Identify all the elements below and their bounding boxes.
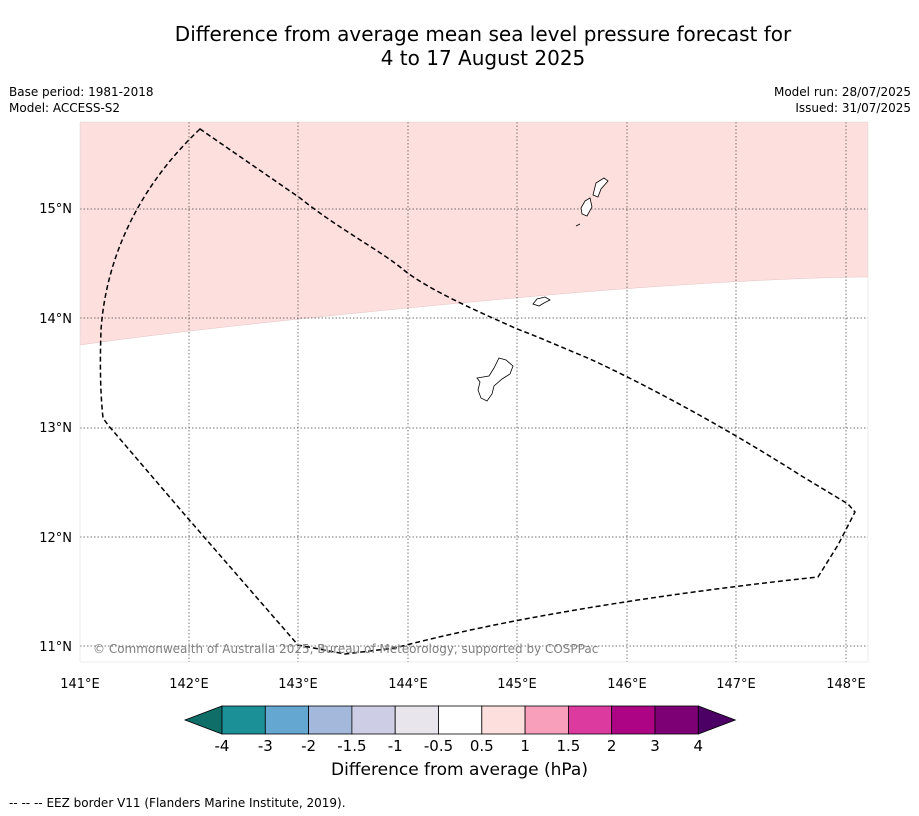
- lat-label-13: 13°N: [39, 421, 72, 436]
- eez-legend-text: EEZ border V11 (Flanders Marine Institut…: [46, 796, 346, 810]
- eez-legend: -- -- -- EEZ border V11 (Flanders Marine…: [9, 796, 346, 810]
- colorbar-box-10: [611, 705, 656, 735]
- lon-label-147: 147°E: [716, 677, 756, 692]
- meta-right: Model run: 28/07/2025 Issued: 31/07/2025: [774, 84, 911, 116]
- colorbar-tick-label: -1.5: [337, 737, 366, 755]
- islands: [476, 177, 609, 402]
- eez-legend-symbol: -- -- --: [9, 796, 43, 810]
- gridlines: [80, 122, 868, 662]
- colorbar-tick-label: -2: [301, 737, 316, 755]
- colorbar-label: Difference from average (hPa): [331, 760, 588, 780]
- map-title: Difference from average mean sea level p…: [0, 22, 919, 70]
- colorbar-box-7: [481, 705, 526, 735]
- lat-label-14: 14°N: [39, 312, 72, 327]
- map: © Commonwealth of Australia 2025, Bureau…: [39, 121, 869, 692]
- anomaly-region: [80, 122, 868, 346]
- colorbar: -4 -3 -2 -1.5 -1 -0.5 0.5 1 1.5 2 3 4: [183, 705, 737, 755]
- colorbar-box-8: [524, 705, 569, 735]
- colorbar-tick-label: 0.5: [470, 737, 494, 755]
- map-frame: [79, 121, 869, 663]
- lat-labels: 15°N 14°N 13°N 12°N 11°N: [39, 202, 72, 655]
- colorbar-tick-label: -4: [215, 737, 230, 755]
- map-title-line-2: 4 to 17 August 2025: [380, 46, 586, 70]
- colorbar-box-2: [264, 705, 309, 735]
- lon-label-148: 148°E: [826, 677, 866, 692]
- colorbar-tick-label: -0.5: [424, 737, 453, 755]
- colorbar-box-6: [438, 705, 483, 735]
- copyright-text: © Commonwealth of Australia 2025, Bureau…: [93, 642, 598, 656]
- map-title-line-1: Difference from average mean sea level p…: [174, 22, 792, 46]
- base-period-text: Base period: 1981-2018: [9, 85, 154, 99]
- island-saipan: [592, 177, 609, 198]
- lon-label-145: 145°E: [497, 677, 537, 692]
- lon-label-143: 143°E: [278, 677, 318, 692]
- colorbar-tick-labels: -4 -3 -2 -1.5 -1 -0.5 0.5 1 1.5 2 3 4: [215, 737, 704, 755]
- colorbar-extend-high: [697, 705, 737, 735]
- colorbar-box-4: [351, 705, 396, 735]
- colorbar-tick-label: -3: [258, 737, 273, 755]
- lon-label-142: 142°E: [169, 677, 209, 692]
- issued-text: Issued: 31/07/2025: [795, 101, 911, 115]
- colorbar-box-9: [568, 705, 613, 735]
- lon-label-141: 141°E: [60, 677, 100, 692]
- lat-label-15: 15°N: [39, 202, 72, 217]
- colorbar-box-11: [654, 705, 699, 735]
- lat-label-12: 12°N: [39, 531, 72, 546]
- colorbar-box-5: [394, 705, 439, 735]
- island-tinian: [580, 197, 593, 217]
- meta-left: Base period: 1981-2018 Model: ACCESS-S2: [9, 84, 154, 116]
- model-run-text: Model run: 28/07/2025: [773, 85, 911, 99]
- colorbar-tick-label: 1: [520, 737, 530, 755]
- lon-labels: 141°E 142°E 143°E 144°E 145°E 146°E 147°…: [60, 677, 866, 692]
- colorbar-segments: [183, 705, 737, 735]
- model-text: Model: ACCESS-S2: [9, 101, 121, 115]
- colorbar-box-3: [308, 705, 353, 735]
- colorbar-extend-low: [183, 705, 223, 735]
- lon-label-146: 146°E: [607, 677, 647, 692]
- colorbar-box-1: [221, 705, 266, 735]
- island-aguijan: [575, 223, 581, 227]
- lat-label-11: 11°N: [39, 640, 72, 655]
- colorbar-tick-label: 4: [694, 737, 704, 755]
- lon-label-144: 144°E: [388, 677, 428, 692]
- island-guam: [476, 357, 514, 402]
- island-rota: [532, 296, 551, 307]
- colorbar-tick-label: 3: [650, 737, 660, 755]
- colorbar-tick-label: -1: [388, 737, 403, 755]
- eez-border: [99, 128, 856, 655]
- colorbar-tick-label: 1.5: [556, 737, 580, 755]
- colorbar-tick-label: 2: [607, 737, 617, 755]
